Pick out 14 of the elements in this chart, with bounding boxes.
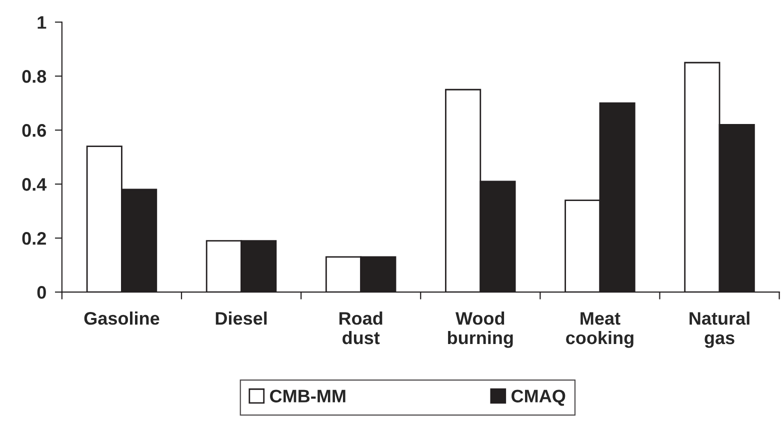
- y-tick-label: 0.4: [22, 178, 47, 191]
- x-tick-label: Meat cooking: [566, 312, 634, 348]
- y-tick-label: 0.8: [22, 70, 46, 83]
- y-tick-label: 1: [38, 16, 46, 29]
- x-tick-label: Gasoline: [84, 312, 160, 325]
- x-tick-label: Road dust: [339, 312, 382, 344]
- y-tick-label: 0.2: [22, 232, 46, 245]
- legend-label: CMB-MM: [270, 390, 346, 402]
- x-tick-label: Natural gas: [690, 312, 750, 348]
- y-tick-label: 0.6: [22, 124, 46, 137]
- legend-label: CMAQ: [512, 390, 566, 406]
- x-tick-label: Wood burning: [448, 312, 513, 348]
- x-tick-label: Diesel: [216, 312, 267, 325]
- y-tick-label: 0: [37, 286, 46, 299]
